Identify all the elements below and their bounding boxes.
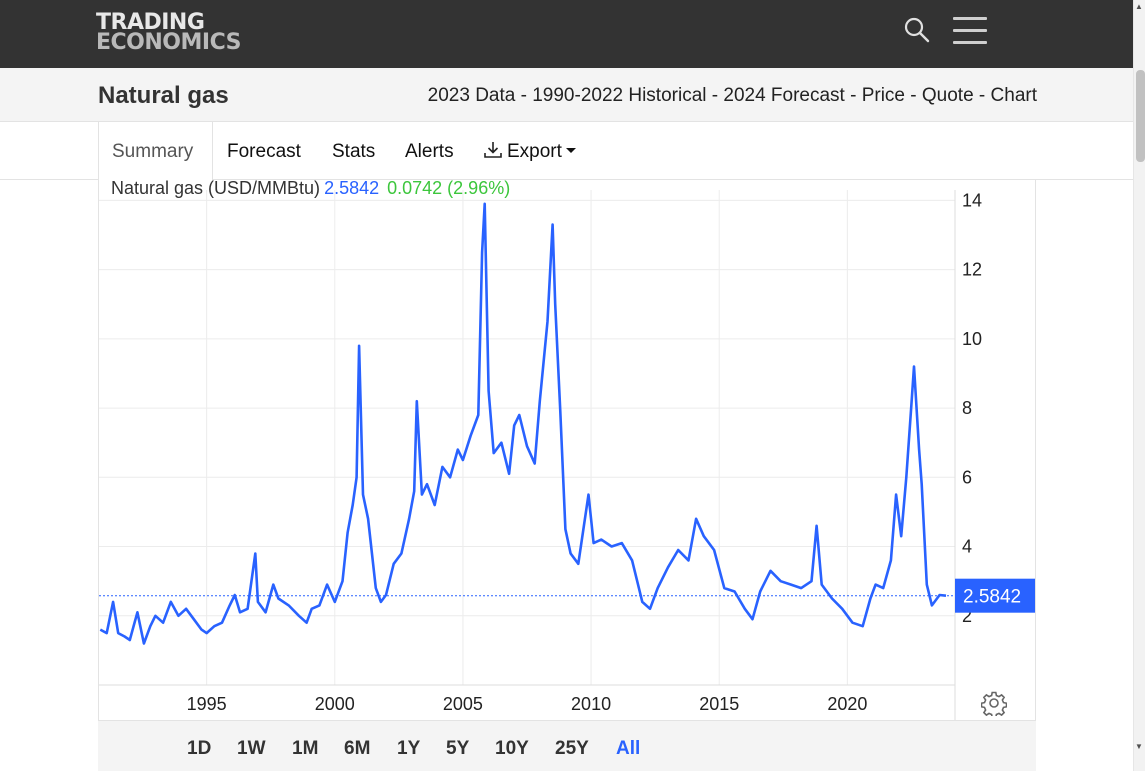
page-title-bar: Natural gas 2023 Data - 1990-2022 Histor… [0, 68, 1133, 122]
chevron-down-icon [565, 148, 576, 153]
logo-line-2: ECONOMICS [96, 30, 241, 55]
series-line-natural-gas [99, 202, 947, 645]
y-tick-label: 14 [962, 190, 982, 210]
page-scrollbar[interactable]: ▲ ▼ [1133, 0, 1145, 771]
legend-series-name: Natural gas (USD/MMBtu) [111, 178, 321, 198]
range-1w[interactable]: 1W [237, 738, 266, 759]
tab-alerts[interactable]: Alerts [405, 141, 454, 162]
legend-price: 2.5842 [324, 178, 380, 198]
chart-panel [98, 180, 1036, 771]
scroll-down-arrow-icon[interactable]: ▼ [1135, 742, 1143, 751]
x-tick-label: 1995 [187, 694, 227, 714]
x-tick-label: 2020 [827, 694, 867, 714]
y-tick-label: 8 [962, 398, 972, 418]
scrollbar-thumb[interactable] [1136, 70, 1145, 162]
tab-stats[interactable]: Stats [332, 141, 376, 162]
page-subtitle-links[interactable]: 2023 Data - 1990-2022 Historical - 2024 … [427, 85, 1037, 106]
tab-export-label: Export [507, 141, 562, 162]
scroll-up-arrow-icon[interactable]: ▲ [1135, 2, 1143, 11]
y-tick-label: 4 [962, 537, 972, 557]
page-title: Natural gas [98, 82, 229, 109]
last-value-label: 2.5842 [963, 587, 1021, 608]
range-25y[interactable]: 25Y [555, 738, 589, 759]
x-tick-label: 2010 [571, 694, 611, 714]
y-tick-label: 10 [962, 329, 982, 349]
content-tabs: Summary Forecast Stats Alerts Export [0, 122, 1133, 180]
tab-export[interactable]: Export [483, 141, 576, 165]
chart-settings-gear-icon[interactable] [980, 690, 1008, 719]
chart-legend: Natural gas (USD/MMBtu) 2.5842 0.0742 (2.9… [111, 178, 510, 199]
range-10y[interactable]: 10Y [495, 738, 529, 759]
hamburger-menu-icon[interactable] [953, 17, 989, 45]
range-all[interactable]: All [616, 738, 641, 759]
range-1m[interactable]: 1M [292, 738, 319, 759]
trading-economics-logo[interactable]: TRADING ECONOMICS [96, 10, 241, 55]
tab-forecast[interactable]: Forecast [227, 141, 301, 162]
search-icon[interactable] [903, 16, 931, 44]
y-tick-label: 6 [962, 467, 972, 487]
x-tick-label: 2000 [315, 694, 355, 714]
legend-change: 0.0742 (2.96%) [387, 178, 511, 198]
last-value-badge: 2.5842 [955, 578, 1035, 613]
range-5y[interactable]: 5Y [446, 738, 470, 759]
range-1y[interactable]: 1Y [397, 738, 421, 759]
range-1d[interactable]: 1D [187, 738, 212, 759]
logo-line-1: TRADING [96, 10, 205, 35]
y-tick-label: 12 [962, 260, 982, 280]
x-tick-label: 2015 [699, 694, 739, 714]
top-navigation-bar: TRADING ECONOMICS [0, 0, 1133, 68]
y-tick-label: 2 [962, 606, 972, 626]
tab-summary[interactable]: Summary [98, 122, 213, 180]
download-icon [483, 141, 503, 165]
x-tick-label: 2005 [443, 694, 483, 714]
time-range-selector: 1D 1W 1M 6M 1Y 5Y 10Y 25Y All [98, 720, 1036, 771]
range-6m[interactable]: 6M [344, 738, 371, 759]
